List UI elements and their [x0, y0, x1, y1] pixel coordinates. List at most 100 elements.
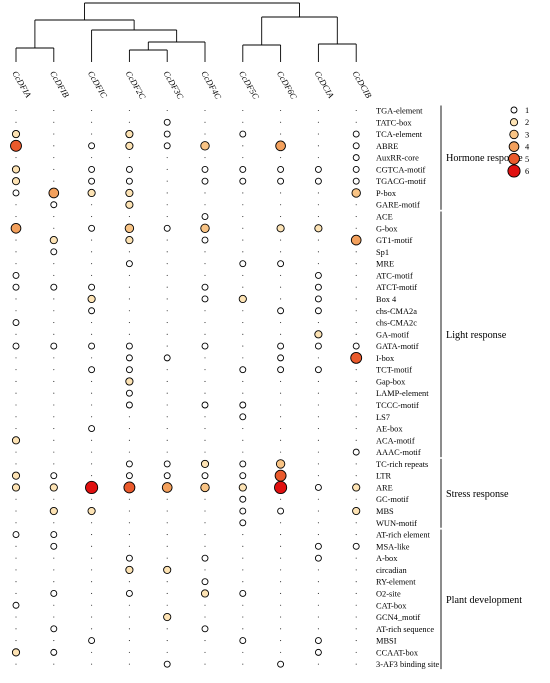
empty-point	[355, 416, 357, 418]
empty-point	[166, 428, 168, 430]
empty-point	[355, 369, 357, 371]
empty-point	[204, 640, 206, 642]
element-label: Gap-box	[376, 377, 406, 386]
empty-point	[53, 121, 55, 123]
element-bubble	[50, 283, 58, 291]
element-bubble	[125, 460, 133, 468]
empty-point	[91, 121, 93, 123]
empty-point	[53, 215, 55, 218]
data-bubbles	[10, 118, 363, 668]
element-bubble	[201, 295, 209, 303]
element-bubble	[352, 154, 360, 162]
empty-point	[166, 651, 168, 653]
empty-point	[53, 133, 55, 135]
empty-point	[128, 428, 130, 430]
element-label: LAMP-element	[376, 389, 429, 398]
empty-point	[204, 392, 206, 394]
element-bubble	[12, 601, 20, 609]
empty-point	[280, 616, 282, 618]
element-bubble	[277, 342, 285, 350]
element-label: CGTCA-motif	[376, 165, 426, 174]
empty-point	[53, 498, 55, 500]
empty-point	[317, 439, 319, 441]
empty-point	[166, 380, 168, 382]
empty-point	[15, 298, 17, 300]
element-bubble	[163, 612, 172, 622]
group-label: Hormone response	[446, 153, 523, 164]
empty-point	[53, 463, 55, 465]
element-bubble	[10, 139, 22, 152]
empty-point	[242, 251, 244, 253]
empty-point	[15, 522, 17, 524]
empty-point	[242, 204, 244, 206]
empty-point	[242, 581, 244, 583]
element-bubble	[200, 141, 210, 151]
empty-point	[355, 581, 357, 583]
element-label: CCAAT-box	[376, 648, 419, 657]
element-label: MBSI	[376, 637, 397, 646]
empty-point	[166, 274, 168, 276]
empty-point	[166, 298, 168, 300]
legend-label: 4	[525, 143, 530, 152]
empty-point	[204, 251, 206, 253]
element-bubble	[239, 366, 247, 374]
element-bubble	[201, 283, 209, 291]
empty-point	[15, 640, 17, 642]
empty-point	[91, 215, 93, 218]
empty-point	[242, 451, 244, 453]
element-bubble	[201, 472, 209, 480]
empty-point	[53, 263, 55, 265]
empty-point	[15, 204, 17, 206]
element-bubble	[201, 554, 209, 562]
empty-point	[317, 392, 319, 394]
element-bubble	[314, 366, 322, 374]
element-label: GARE-motif	[376, 201, 420, 210]
element-bubble	[275, 459, 286, 469]
empty-point	[317, 463, 319, 465]
element-label: ATC-motif	[376, 271, 413, 280]
element-bubble	[239, 260, 247, 268]
empty-point	[166, 345, 168, 347]
element-bubble	[163, 130, 171, 138]
empty-point	[355, 227, 357, 229]
empty-point	[355, 392, 357, 394]
legend: 1 2 3 4 5 6	[507, 106, 530, 178]
empty-point	[15, 109, 17, 112]
group-brackets: Hormone response Light response Stress res…	[440, 105, 523, 670]
element-bubble	[277, 366, 285, 374]
element-bubble	[163, 224, 171, 232]
empty-point	[166, 239, 168, 241]
element-label: 3-AF3 binding site	[376, 660, 440, 669]
empty-point	[242, 345, 244, 347]
empty-point	[53, 604, 55, 606]
empty-point	[91, 475, 93, 477]
element-bubble	[277, 177, 285, 185]
empty-point	[355, 663, 357, 665]
element-bubble	[314, 637, 322, 645]
legend-bubble	[510, 106, 518, 114]
empty-point	[91, 463, 93, 465]
element-bubble	[50, 248, 58, 256]
empty-point	[317, 109, 319, 112]
empty-point	[128, 581, 130, 583]
empty-point	[15, 545, 17, 547]
element-bubble	[50, 542, 58, 550]
empty-point	[166, 628, 168, 630]
empty-point	[204, 569, 206, 571]
element-bubble	[12, 342, 20, 350]
empty-point	[204, 121, 206, 123]
empty-point	[317, 581, 319, 583]
element-bubble	[161, 482, 173, 493]
empty-point	[15, 333, 17, 335]
empty-point	[15, 310, 17, 312]
element-label: O2-site	[376, 589, 401, 598]
element-bubble	[125, 590, 133, 597]
element-bubble	[87, 294, 96, 304]
empty-point	[91, 392, 93, 394]
element-bubble	[239, 472, 247, 480]
element-bubble	[49, 483, 58, 492]
empty-point	[355, 274, 357, 276]
empty-point	[166, 215, 168, 218]
element-bubble	[163, 565, 172, 574]
element-bubble	[125, 188, 134, 198]
